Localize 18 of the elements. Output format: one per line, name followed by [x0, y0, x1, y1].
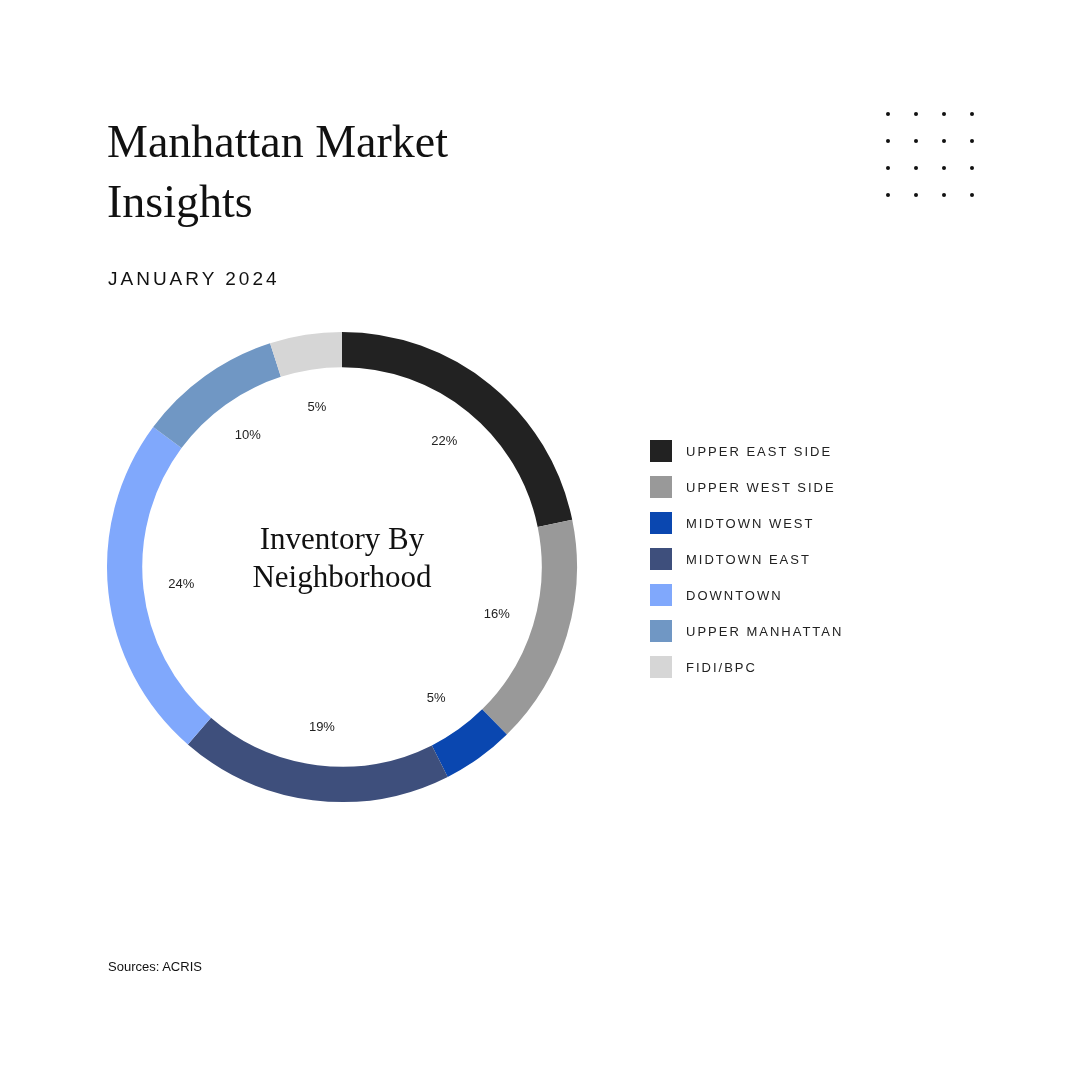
source-note: Sources: ACRIS: [108, 959, 202, 974]
legend-label: MIDTOWN WEST: [686, 515, 815, 531]
data-label: 5%: [426, 690, 447, 706]
data-label: 5%: [307, 398, 327, 414]
text: Inventory By Neighborhood: [251, 520, 433, 596]
legend-label: UPPER MANHATTAN: [686, 623, 844, 639]
data-label: 24%: [168, 576, 195, 592]
data-label: 22%: [431, 433, 458, 449]
chart-title: Manhattan Market Insights: [107, 115, 450, 229]
data-label: 10%: [234, 427, 262, 443]
data-label: 16%: [483, 605, 511, 621]
legend-label: UPPER WEST SIDE: [686, 479, 836, 495]
legend-label: DOWNTOWN: [686, 587, 783, 603]
legend-label: FIDI/BPC: [686, 659, 757, 675]
chart-subtitle: JANUARY 2024: [108, 268, 280, 290]
data-label: 19%: [308, 719, 336, 735]
legend-label: UPPER EAST SIDE: [686, 443, 833, 459]
legend-label: MIDTOWN EAST: [686, 551, 811, 567]
